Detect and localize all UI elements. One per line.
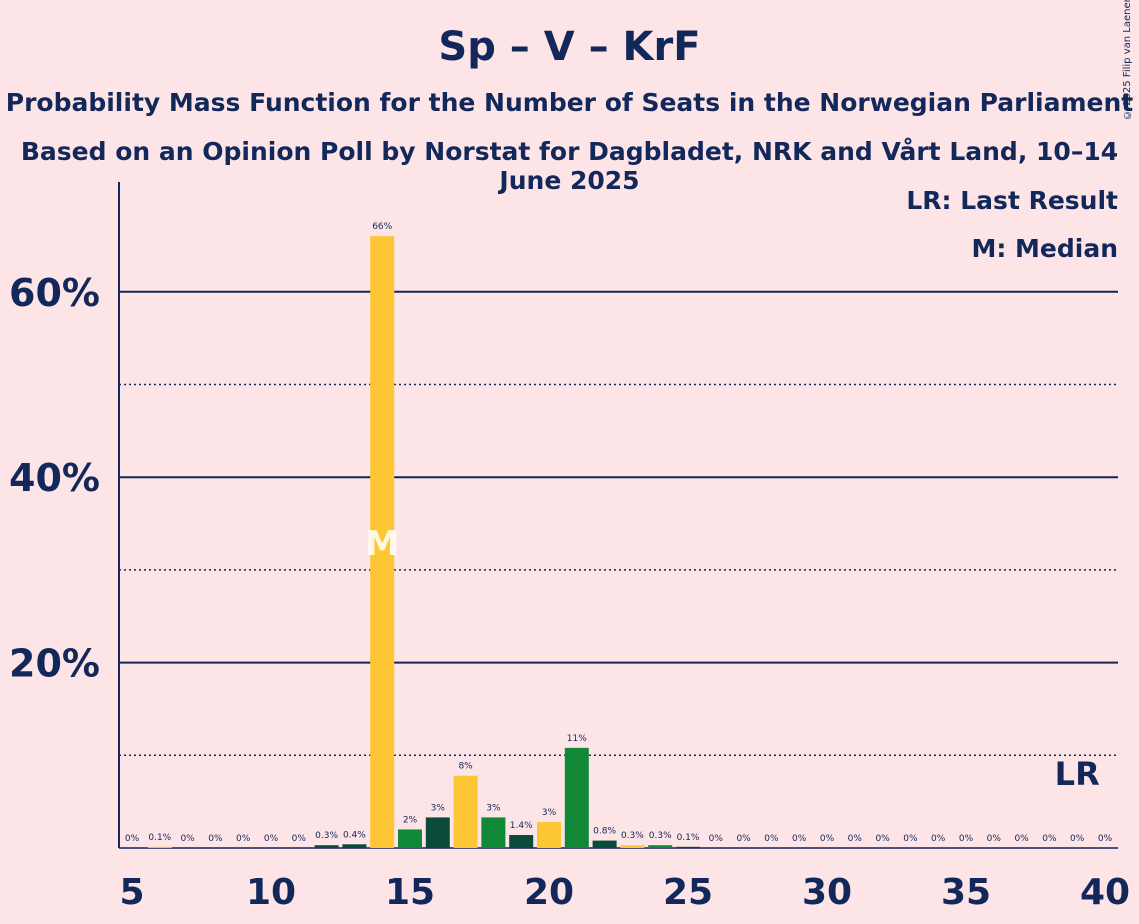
bar	[342, 844, 367, 848]
bar-value-label: 0.3%	[649, 831, 672, 841]
bar	[147, 846, 172, 848]
last-result-marker: LR	[1055, 755, 1100, 793]
bar-value-label: 2%	[403, 815, 418, 825]
bar-value-label: 0%	[848, 834, 863, 844]
bar-value-label: 66%	[372, 222, 392, 232]
bar	[620, 845, 645, 848]
x-tick-label: 20	[524, 872, 574, 913]
bar	[398, 829, 422, 848]
bar-value-label: 0%	[709, 834, 724, 844]
chart-title: Sp – V – KrF	[438, 24, 701, 70]
bar-value-label: 0%	[987, 834, 1002, 844]
bar-value-label: 3%	[542, 808, 557, 818]
bar-value-label: 0%	[903, 834, 918, 844]
bar-value-label: 0%	[875, 834, 890, 844]
median-marker: M	[365, 524, 399, 564]
bar-value-label: 0%	[959, 834, 974, 844]
bar-value-label: 0%	[931, 834, 946, 844]
bar-value-label: 0%	[764, 834, 779, 844]
bar	[648, 845, 673, 848]
bar-value-label: 0%	[292, 834, 307, 844]
bar-value-label: 0%	[1014, 834, 1029, 844]
x-tick-label: 25	[663, 872, 713, 913]
bar-value-label: 0%	[264, 834, 279, 844]
y-tick-labels: 20% 40% 60%	[9, 271, 100, 686]
x-tick-label: 5	[119, 872, 144, 913]
bar	[676, 846, 700, 848]
bar-value-label: 3%	[431, 803, 446, 813]
chart-subtitle-source: Based on an Opinion Poll by Norstat for …	[20, 137, 1119, 195]
bar-value-label: 0%	[125, 834, 140, 844]
gridlines	[119, 290, 1118, 757]
bar	[481, 817, 506, 848]
bar	[564, 747, 589, 848]
y-tick-label: 20%	[9, 642, 100, 686]
x-tick-label: 40	[1080, 872, 1130, 913]
bar	[453, 775, 478, 848]
bar-value-label: 0.4%	[343, 830, 366, 840]
y-tick-label: 60%	[9, 271, 100, 315]
bar	[509, 835, 534, 848]
bar-value-label: 11%	[567, 734, 587, 744]
bar	[314, 845, 339, 848]
bar-value-label: 3%	[486, 803, 501, 813]
bar	[425, 817, 450, 848]
x-tick-label: 30	[802, 872, 852, 913]
bar	[592, 840, 617, 848]
bar	[537, 822, 561, 848]
bar-value-label: 0%	[1070, 834, 1085, 844]
bar-value-label: 0.3%	[315, 831, 338, 841]
bar-value-label: 0%	[820, 834, 835, 844]
bars	[147, 236, 700, 848]
legend-last-result: LR: Last Result	[906, 186, 1118, 215]
bar-value-label: 0%	[1042, 834, 1057, 844]
bar-value-label: 8%	[458, 762, 473, 772]
bar-value-label: 0%	[1098, 834, 1113, 844]
x-tick-label: 10	[246, 872, 296, 913]
bar-value-label: 0.3%	[621, 831, 644, 841]
bar-value-label: 0%	[236, 834, 251, 844]
x-tick-label: 15	[385, 872, 435, 913]
legend-median: M: Median	[971, 234, 1118, 263]
bar-value-label: 0%	[208, 834, 223, 844]
bar-value-label: 0%	[736, 834, 751, 844]
markers: M LR	[365, 524, 1099, 793]
x-tick-labels: 5 10 15 20 25 30 35 40	[119, 872, 1130, 913]
bar	[370, 236, 395, 848]
y-tick-label: 40%	[9, 456, 100, 500]
bar-value-label: 0%	[180, 834, 195, 844]
bar-value-labels: 0% 0.1% 0% 0% 0% 0% 0% 0.3% 0.4% 66% 2% 3% 8% 3% 1.4% 3…	[125, 222, 1113, 844]
bar-value-label: 0.8%	[593, 827, 616, 837]
bar-value-label: 1.4%	[510, 821, 533, 831]
bar-value-label: 0%	[792, 834, 807, 844]
chart-subtitle: Probability Mass Function for the Number…	[5, 88, 1134, 117]
bar-value-label: 0.1%	[677, 833, 700, 843]
x-tick-label: 35	[941, 872, 991, 913]
bar-value-label: 0.1%	[148, 833, 171, 843]
